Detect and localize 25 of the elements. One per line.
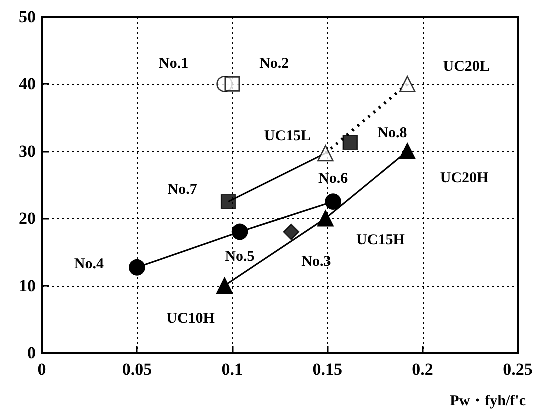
annotation: No.1 [158, 56, 189, 72]
y-tick-label: 30 [19, 142, 36, 161]
x-tick-label: 0.15 [312, 360, 342, 379]
x-tick-label: 0.25 [503, 360, 533, 379]
annotation: No.2 [260, 56, 290, 72]
annotation: No.7 [168, 182, 198, 198]
x-tick-label: 0.05 [122, 360, 152, 379]
x-tick-label: 0.2 [412, 360, 434, 379]
annotation: UC20L [443, 59, 490, 76]
y-tick-label: 10 [19, 276, 36, 296]
annotation: UC15H [356, 232, 406, 249]
annotation: UC15L [264, 128, 312, 144]
y-tick-label: 50 [19, 8, 36, 26]
annotation: No.5 [225, 249, 255, 266]
y-tick-label: 20 [19, 209, 36, 228]
annotation: UC10H [166, 310, 216, 327]
x-tick-label: 0.1 [222, 360, 244, 379]
y-tick-label: 40 [19, 74, 36, 94]
annotation: No.3 [302, 254, 332, 270]
x-axis-title: Pw・fyh/f'c [450, 394, 526, 410]
annotation: No.4 [74, 256, 104, 273]
annotation: No.6 [318, 170, 349, 187]
annotation: UC20H [440, 170, 490, 186]
annotation: No.8 [378, 126, 408, 142]
y-tick-label: 0 [28, 344, 36, 362]
